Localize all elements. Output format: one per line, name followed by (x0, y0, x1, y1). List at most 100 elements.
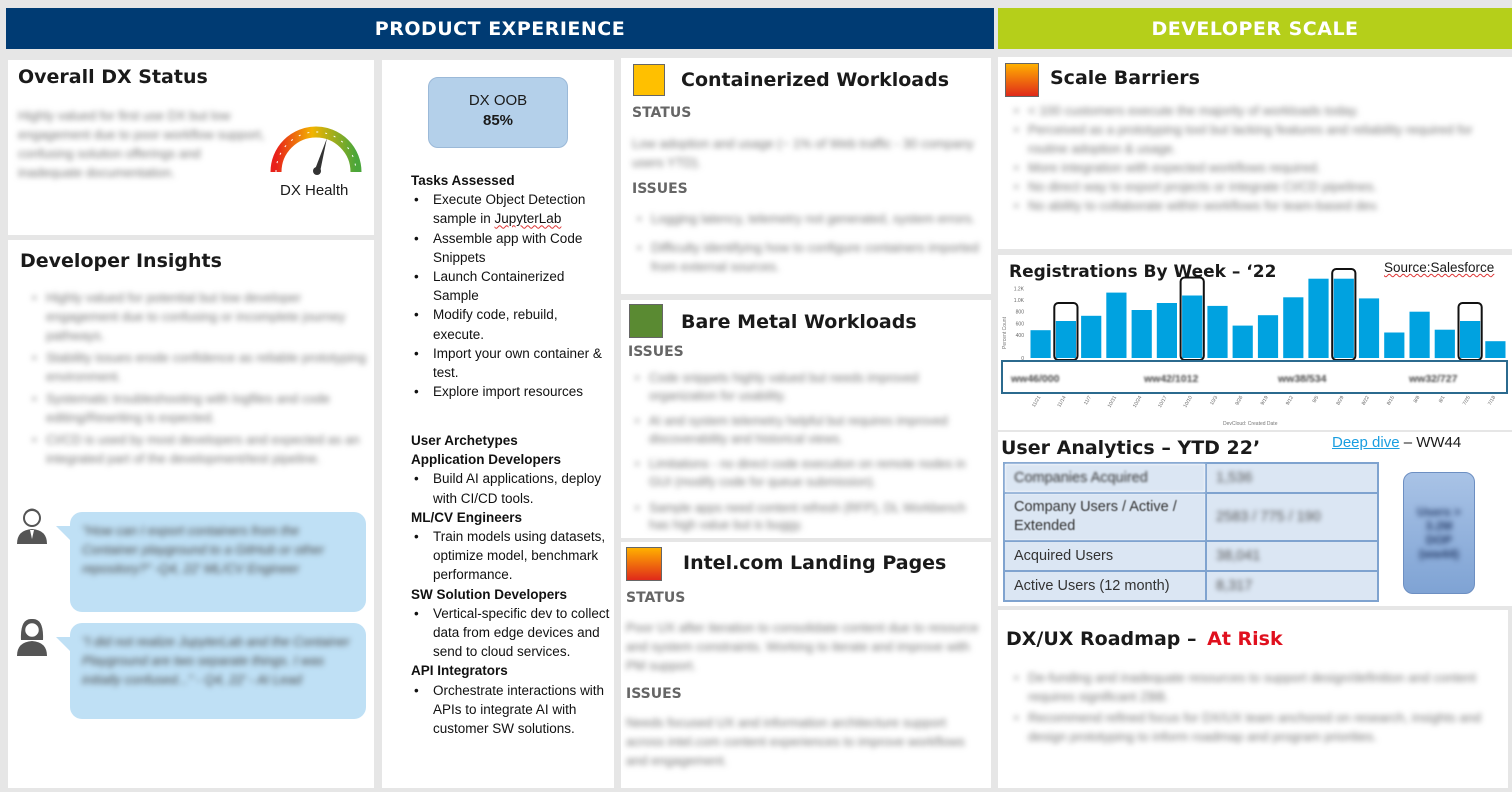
chart-bar (1232, 325, 1253, 358)
user-analytics-title: User Analytics – YTD 22’ (1001, 437, 1261, 459)
chart-bar (1081, 315, 1102, 358)
dx-health-gauge-icon (270, 126, 362, 175)
chart-bar (1485, 341, 1506, 358)
yellow-status-square (633, 64, 665, 96)
quote-2-text: "I did not realize JupyterLab and the Co… (82, 634, 350, 687)
y-tick-label: 0 (1021, 356, 1024, 362)
x-tick-label: 9/19 (1260, 395, 1270, 407)
list-item: More integration with expected workflows… (1012, 158, 1508, 177)
table-cell-value: 1,536 (1205, 462, 1379, 494)
red-barrier-square (1005, 63, 1039, 97)
developer-scale-header: DEVELOPER SCALE (998, 8, 1512, 49)
chart-bar (1434, 329, 1455, 359)
archetype-list: Build AI applications, deploy with CI/CD… (411, 469, 611, 507)
bare-metal-title: Bare Metal Workloads (681, 311, 917, 333)
list-item: Explore import resources (411, 382, 611, 401)
tasks-assessed-list: Execute Object Detection sample in Jupyt… (411, 190, 611, 401)
developer-insights-panel: Developer Insights Highly valued for pot… (8, 240, 374, 788)
list-item: Assemble app with Code Snippets (411, 229, 611, 267)
bare-metal-issues-list: Code snippets highly valued but needs im… (633, 370, 983, 538)
quote-bubble-2: "I did not realize JupyterLab and the Co… (56, 623, 366, 719)
table-cell-value: 2583 / 775 / 190 (1205, 492, 1379, 542)
list-item: No direct way to export projects or inte… (1012, 177, 1508, 196)
user-archetypes-title: User Archetypes (411, 433, 518, 448)
deep-dive-link[interactable]: Deep dive (1332, 434, 1400, 451)
x-tick-label: 10/31 (1107, 395, 1119, 409)
x-tick-label: 8/15 (1386, 395, 1396, 407)
users-badge: Users > 3.2M DOP (ww44) (1403, 472, 1475, 594)
table-row: Active Users (12 month) 8,317 (1003, 570, 1379, 602)
registrations-title: Registrations By Week – ‘22 (1009, 262, 1277, 282)
red-status-square (626, 547, 662, 581)
at-risk-label: At Risk (1207, 628, 1283, 650)
scale-barriers-list: < 100 customers execute the majority of … (1012, 101, 1508, 215)
archetype-title: Application Developers (411, 452, 562, 468)
x-tick-label: 9/26 (1234, 395, 1244, 407)
y-tick-label: 1.0K (1014, 298, 1025, 304)
landing-issues-label: ISSUES (626, 686, 682, 702)
table-cell-label: Companies Acquired (1003, 462, 1207, 494)
male-user-icon (17, 508, 47, 544)
x-tick-label: 7/18 (1487, 395, 1497, 407)
chart-bar (1182, 295, 1203, 358)
archetype-list: Orchestrate interactions with APIs to in… (411, 681, 611, 739)
landing-pages-title: Intel.com Landing Pages (683, 552, 947, 574)
callout-label-2: ww42/1012 (1143, 373, 1198, 385)
containerized-status-label: STATUS (632, 105, 692, 121)
table-row: Company Users / Active / Extended 2583 /… (1003, 492, 1379, 542)
containerized-status-text: Low adoption and usage (~ 1% of Web traf… (632, 136, 974, 170)
chart-bar (1055, 321, 1076, 358)
archetype-list: Vertical-specific dev to collect data fr… (411, 604, 611, 662)
x-tick-label: 9/5 (1312, 395, 1321, 404)
callout-label-1: ww46/000 (1010, 373, 1060, 385)
table-cell-label: Company Users / Active / Extended (1003, 492, 1207, 542)
x-tick-label: 11/7 (1083, 395, 1093, 406)
landing-status-text: Poor UX after iteration to consolidate c… (626, 620, 979, 673)
insights-bullet-list: Highly valued for potential but low deve… (30, 288, 372, 471)
archetype-title: API Integrators (411, 663, 508, 679)
chart-bar (1333, 278, 1354, 358)
quote-1-text: "How can I export containers from the Co… (82, 523, 325, 576)
list-item: CI/CD is used by most developers and exp… (30, 430, 372, 468)
x-tick-label: 8/8 (1413, 395, 1422, 404)
chart-bar (1030, 330, 1051, 358)
x-tick-label: 10/24 (1132, 395, 1144, 409)
table-cell-value: 38,041 (1205, 540, 1379, 572)
list-item: Modify code, rebuild, execute. (411, 305, 611, 343)
roadmap-panel: DX/UX Roadmap – At Risk De-funding and i… (998, 610, 1508, 788)
scale-barriers-panel: Scale Barriers < 100 customers execute t… (998, 57, 1512, 249)
list-item: Perceived as a prototyping tool but lack… (1012, 120, 1508, 158)
overall-dx-text: Highly valued for first use DX but low e… (18, 108, 265, 180)
users-badge-text: Users > 3.2M DOP (ww44) (1417, 505, 1461, 561)
x-tick-label: 8/29 (1335, 395, 1345, 407)
scale-barriers-title: Scale Barriers (1050, 67, 1200, 89)
roadmap-list: De-funding and inadequate resources to s… (1012, 668, 1502, 749)
list-item: Launch Containerized Sample (411, 267, 611, 305)
quote-bubble-1: "How can I export containers from the Co… (56, 512, 366, 612)
chart-bar (1131, 310, 1152, 358)
table-row: Acquired Users 38,041 (1003, 540, 1379, 572)
list-item: Systematic troubleshooting with logfiles… (30, 389, 372, 427)
y-tick-label: 600 (1016, 321, 1025, 327)
archetype-title: SW Solution Developers (411, 586, 568, 602)
list-item: Limitations - no direct code execution o… (633, 456, 983, 491)
tasks-panel: DX OOB 85% Tasks Assessed Execute Object… (382, 60, 614, 788)
bare-metal-issues-label: ISSUES (628, 344, 684, 360)
list-item: Orchestrate interactions with APIs to in… (411, 681, 611, 739)
table-cell-label: Active Users (12 month) (1003, 570, 1207, 602)
developer-insights-title: Developer Insights (20, 250, 222, 272)
x-tick-label: 10/17 (1157, 395, 1169, 409)
y-tick-label: 400 (1016, 333, 1025, 339)
dx-oob-value: 85% (482, 112, 514, 129)
list-item: Logging latency, telemetry not generated… (635, 209, 980, 228)
overall-dx-status-panel: Overall DX Status Highly valued for firs… (8, 60, 374, 235)
landing-pages-panel: Intel.com Landing Pages STATUS Poor UX a… (621, 542, 991, 788)
dx-health-label: DX Health (280, 182, 349, 199)
chart-bar (1308, 278, 1329, 358)
tasks-assessed-section: Tasks Assessed Execute Object Detection … (411, 171, 611, 402)
jupyterlab-term: JupyterLab (494, 211, 562, 227)
chart-bar (1409, 311, 1430, 358)
female-user-icon (17, 618, 47, 656)
registrations-source: Source:Salesforce (1384, 260, 1495, 275)
x-tick-label: 7/25 (1462, 395, 1472, 407)
